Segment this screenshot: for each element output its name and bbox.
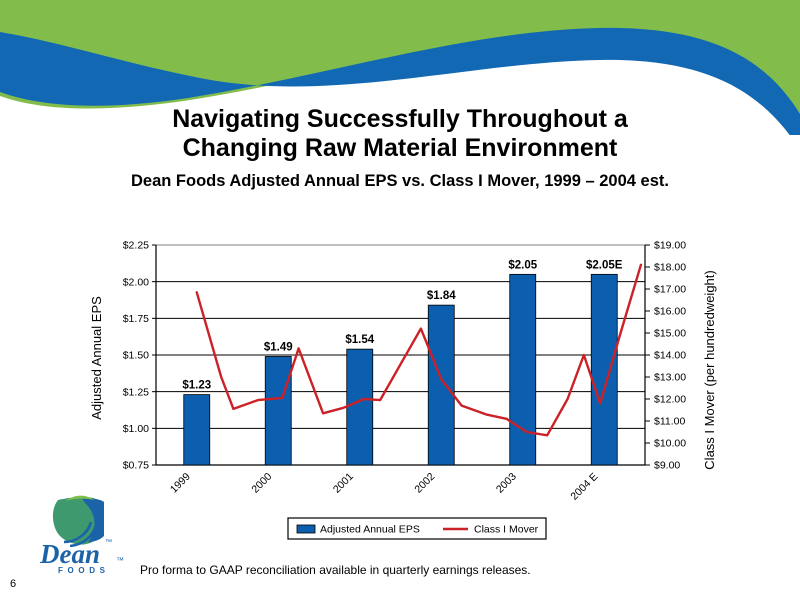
right-axis-tick-label: $19.00 <box>654 240 686 252</box>
bar-2004-E <box>590 273 618 466</box>
logo-tagline: F O O D S <box>58 566 106 574</box>
right-axis-tick-label: $18.00 <box>654 262 686 274</box>
bar-2003 <box>509 273 537 466</box>
bar-label-2002: $1.84 <box>427 290 456 302</box>
dean-foods-logo: ™ Dean ™ F O O D S <box>39 495 124 574</box>
footnote-text: Pro forma to GAAP reconciliation availab… <box>140 563 531 577</box>
legend-box <box>287 517 547 540</box>
bar-2002 <box>427 304 455 466</box>
bar-data-labels: $1.23 $1.49 $1.54 $1.84 $2.05 $2.05E <box>182 259 622 391</box>
class-i-mover-line <box>195 263 643 437</box>
title-line-1: Navigating Successfully Throughout a <box>172 105 628 133</box>
bar-label-2001: $1.54 <box>345 334 374 346</box>
bar-label-2000: $1.49 <box>264 341 293 353</box>
category-label-2004-E: 2004 E <box>568 471 600 503</box>
bar-2001 <box>346 348 374 466</box>
left-axis-tick-label: $1.50 <box>123 350 149 362</box>
title-line-2: Changing Raw Material Environment <box>182 134 618 162</box>
logo-mark: ™ <box>52 495 112 548</box>
page-subtitle: Dean Foods Adjusted Annual EPS vs. Class… <box>131 172 669 190</box>
category-label-2002: 2002 <box>412 471 437 496</box>
category-label-2001: 2001 <box>331 471 356 496</box>
category-label-1999: 1999 <box>168 471 193 496</box>
right-axis-tick-label: $15.00 <box>654 328 686 340</box>
left-axis-tick-label: $1.75 <box>123 313 149 325</box>
bar-label-1999: $1.23 <box>182 380 211 392</box>
logo-blue-swoosh <box>82 498 104 542</box>
bar-label-2003: $2.05 <box>508 259 537 271</box>
left-axis-title: Adjusted Annual EPS <box>89 296 104 420</box>
right-axis-tick-label: $12.00 <box>654 394 686 406</box>
bar-2000 <box>264 356 292 466</box>
legend-label-adjusted-annual-eps: Adjusted Annual EPS <box>320 524 420 536</box>
left-axis-tick-label: $1.00 <box>123 423 149 435</box>
left-axis-tick-label: $2.00 <box>123 276 149 288</box>
right-axis-tick-label: $13.00 <box>654 372 686 384</box>
right-axis-title: Class I Mover (per hundredweight) <box>702 270 717 469</box>
left-axis-tick-label: $2.25 <box>123 240 149 252</box>
bar-1999 <box>183 394 211 466</box>
left-axis: $0.75 $1.00 $1.25 $1.50 $1.75 $2.00 $2.25 <box>123 240 156 472</box>
line-series-class-i-mover <box>195 263 643 437</box>
right-axis: $9.00 $10.00 $11.00 $12.00 $13.00 $14.00 $15.0… <box>645 240 686 472</box>
logo-swoosh-arc-2 <box>69 524 98 548</box>
page-title: Navigating Successfully Throughout a Cha… <box>0 105 800 163</box>
page-number: 6 <box>10 578 17 590</box>
chart-gridlines <box>155 244 646 466</box>
right-axis-tick-label: $10.00 <box>654 438 686 450</box>
category-label-2000: 2000 <box>249 471 274 496</box>
bar-label-2004-E: $2.05E <box>586 259 623 271</box>
category-label-2003: 2003 <box>494 471 519 496</box>
right-axis-tick-label: $17.00 <box>654 284 686 296</box>
right-axis-tick-label: $16.00 <box>654 306 686 318</box>
legend-label-class-i-mover: Class I Mover <box>474 524 539 536</box>
right-axis-tick-label: $14.00 <box>654 350 686 362</box>
logo-swoosh-arc-1 <box>63 521 93 544</box>
category-axis-labels: 1999 2000 2001 2002 2003 2004 E <box>168 471 601 503</box>
left-axis-tick-label: $0.75 <box>123 460 149 472</box>
left-axis-tick-label: $1.25 <box>123 386 149 398</box>
header-banner <box>0 0 800 135</box>
logo-mark-trademark: ™ <box>105 539 112 546</box>
banner-blue-swoosh <box>0 27 800 135</box>
logo-wordmark-trademark: ™ <box>116 556 124 565</box>
chart-legend: Adjusted Annual EPS Class I Mover <box>287 517 547 540</box>
right-axis-tick-label: $9.00 <box>654 460 680 472</box>
logo-wordmark: Dean <box>39 539 100 569</box>
right-axis-tick-label: $11.00 <box>654 416 685 428</box>
bar-series-adjusted-annual-eps <box>183 273 618 466</box>
logo-leaf <box>66 495 94 501</box>
eps-vs-class-i-mover-chart: $0.75 $1.00 $1.25 $1.50 $1.75 $2.00 $2.25 $9.0… <box>89 240 717 540</box>
legend-swatch-bar <box>296 524 316 534</box>
